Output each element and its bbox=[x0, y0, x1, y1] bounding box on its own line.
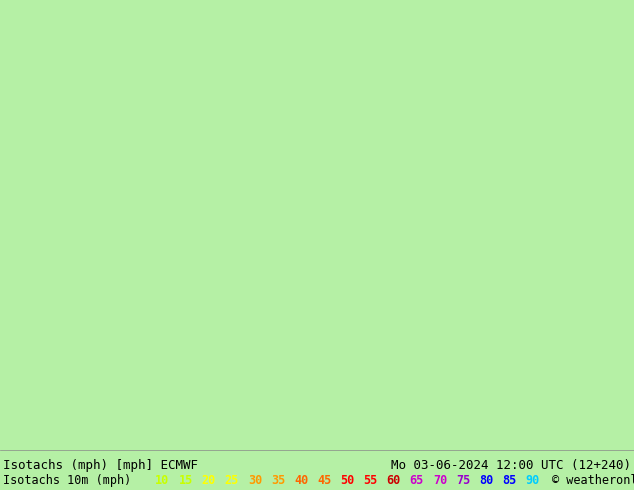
Text: 20: 20 bbox=[202, 474, 216, 487]
Text: 55: 55 bbox=[363, 474, 378, 487]
Text: 90: 90 bbox=[526, 474, 540, 487]
Text: Isotachs (mph) [mph] ECMWF: Isotachs (mph) [mph] ECMWF bbox=[3, 459, 198, 472]
Text: © weatheronline.co.uk: © weatheronline.co.uk bbox=[552, 474, 634, 487]
Text: 80: 80 bbox=[479, 474, 493, 487]
Text: 75: 75 bbox=[456, 474, 470, 487]
Text: 30: 30 bbox=[248, 474, 262, 487]
Text: 35: 35 bbox=[271, 474, 285, 487]
Text: 40: 40 bbox=[294, 474, 308, 487]
Text: Mo 03-06-2024 12:00 UTC (12+240): Mo 03-06-2024 12:00 UTC (12+240) bbox=[391, 459, 631, 472]
Text: 15: 15 bbox=[178, 474, 193, 487]
Text: 50: 50 bbox=[340, 474, 354, 487]
Text: 60: 60 bbox=[387, 474, 401, 487]
Text: 10: 10 bbox=[155, 474, 169, 487]
Text: 85: 85 bbox=[502, 474, 517, 487]
Text: 70: 70 bbox=[433, 474, 447, 487]
Text: 25: 25 bbox=[224, 474, 239, 487]
Text: 45: 45 bbox=[317, 474, 332, 487]
Text: Isotachs 10m (mph): Isotachs 10m (mph) bbox=[3, 474, 131, 487]
Text: 65: 65 bbox=[410, 474, 424, 487]
